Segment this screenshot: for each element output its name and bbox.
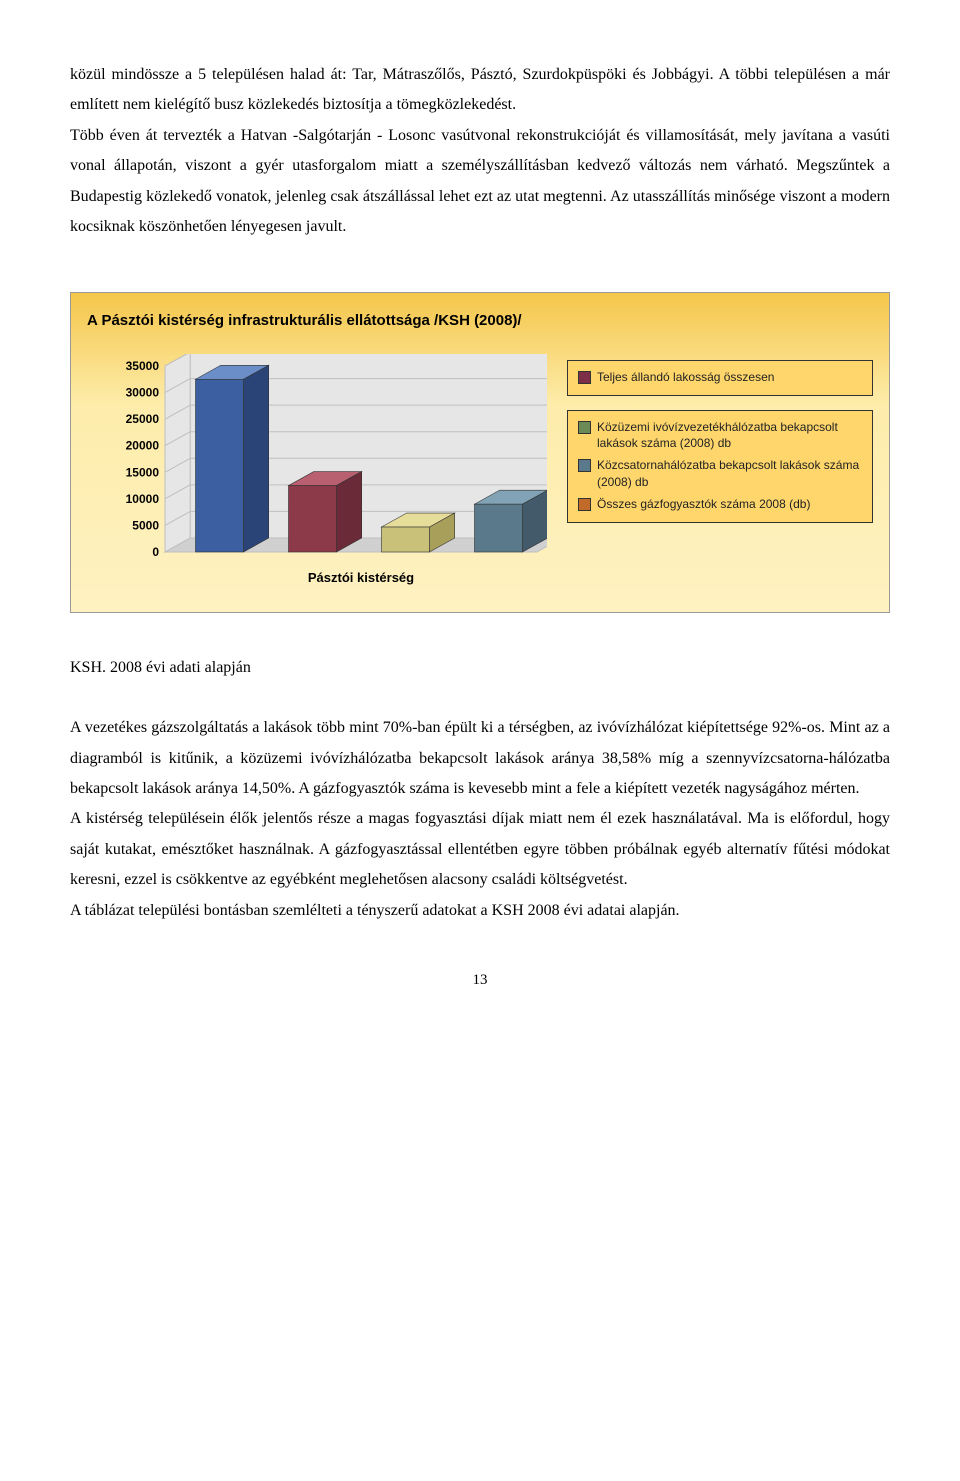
svg-text:Pásztói kistérség: Pásztói kistérség (308, 570, 414, 585)
legend-label: Közcsatornahálózatba bekapcsolt lakások … (597, 457, 862, 489)
legend-label: Összes gázfogyasztók száma 2008 (db) (597, 496, 810, 512)
svg-text:30000: 30000 (126, 385, 160, 399)
body-paragraph-1: közül mindössze a 5 településen halad át… (70, 60, 890, 121)
legend-item-0: Teljes állandó lakosság összesen (578, 369, 862, 385)
legend-swatch-icon (578, 498, 591, 511)
bar-chart: 0 5000 10000 15000 20000 25000 30000 35000 Pászt… (87, 354, 547, 594)
legend-item-2: Közcsatornahálózatba bekapcsolt lakások … (578, 457, 862, 489)
body-paragraph-2: Több éven át tervezték a Hatvan -Salgóta… (70, 121, 890, 243)
legend-group-top: Teljes állandó lakosság összesen (567, 360, 873, 396)
legend-label: Teljes állandó lakosság összesen (597, 369, 774, 385)
legend-item-1: Közüzemi ivóvízvezetékhálózatba bekapcso… (578, 419, 862, 451)
legend-label: Közüzemi ivóvízvezetékhálózatba bekapcso… (597, 419, 862, 451)
legend-swatch-icon (578, 459, 591, 472)
legend-swatch-icon (578, 371, 591, 384)
chart-legend: Teljes állandó lakosság összesen Közüzem… (567, 354, 873, 594)
chart-container: A Pásztói kistérség infrastrukturális el… (70, 292, 890, 613)
svg-text:25000: 25000 (126, 412, 160, 426)
body-paragraph-4: A kistérség településein élők jelentős r… (70, 804, 890, 895)
svg-text:15000: 15000 (126, 465, 160, 479)
svg-text:35000: 35000 (126, 359, 160, 373)
legend-swatch-icon (578, 421, 591, 434)
svg-text:10000: 10000 (126, 492, 160, 506)
svg-text:20000: 20000 (126, 439, 160, 453)
legend-item-3: Összes gázfogyasztók száma 2008 (db) (578, 496, 862, 512)
legend-group-bottom: Közüzemi ivóvízvezetékhálózatba bekapcso… (567, 410, 873, 523)
body-paragraph-5: A táblázat települési bontásban szemlélt… (70, 896, 890, 926)
body-paragraph-3: A vezetékes gázszolgáltatás a lakások tö… (70, 713, 890, 804)
svg-text:5000: 5000 (132, 518, 159, 532)
chart-source: KSH. 2008 évi adati alapján (70, 653, 890, 683)
page-number: 13 (70, 966, 890, 995)
svg-text:0: 0 (152, 545, 159, 559)
chart-title: A Pásztói kistérség infrastrukturális el… (87, 307, 873, 336)
